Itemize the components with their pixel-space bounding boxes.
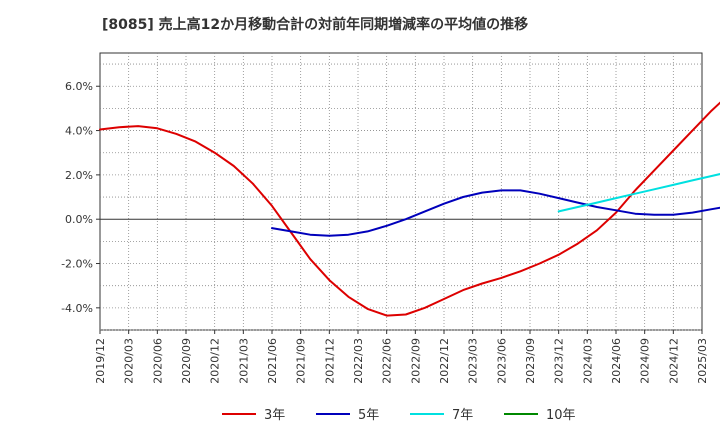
y-tick-label: 0.0% xyxy=(65,213,93,226)
legend-label-1: 3年 xyxy=(264,408,285,423)
chart-title: [8085] 売上高12か月移動合計の対前年同期増減率の平均値の推移 xyxy=(102,17,529,33)
grid-layer xyxy=(99,52,703,331)
series-line-3 xyxy=(557,173,720,213)
x-tick-label: 2023/03 xyxy=(467,338,480,384)
x-tick-label: 2022/12 xyxy=(438,338,451,384)
x-tick-label: 2020/12 xyxy=(209,338,222,384)
y-tick-label: 2.0% xyxy=(65,169,93,182)
x-tick-label: 2022/09 xyxy=(409,338,422,384)
x-tick-label: 2023/06 xyxy=(495,338,508,384)
y-tick-label: -2.0% xyxy=(61,258,93,271)
x-tick-label: 2019/12 xyxy=(94,338,107,384)
x-tick-label: 2024/09 xyxy=(639,338,652,384)
x-tick-label: 2020/09 xyxy=(180,338,193,384)
y-tick-label: 6.0% xyxy=(65,80,93,93)
x-tick-label: 2020/03 xyxy=(123,338,136,384)
x-tick-label: 2024/03 xyxy=(581,338,594,384)
legend-label-3: 7年 xyxy=(452,408,473,423)
x-tick-label: 2022/03 xyxy=(352,338,365,384)
legend-label-4: 10年 xyxy=(546,408,576,423)
y-tick-label: -4.0% xyxy=(61,302,93,315)
series-line-2 xyxy=(271,189,720,237)
x-tick-label: 2021/03 xyxy=(237,338,250,384)
y-tick-label: 4.0% xyxy=(65,125,93,138)
x-tick-label: 2021/06 xyxy=(266,338,279,384)
x-tick-label: 2020/06 xyxy=(151,338,164,384)
x-tick-label: 2021/12 xyxy=(323,338,336,384)
axis-layer: -4.0% -2.0% 0.0% 2.0% 4.0% 6.0% 2019/12 2020/03… xyxy=(61,80,709,383)
x-tick-label: 2024/06 xyxy=(610,338,623,384)
legend-layer: 3年 5年 7年 10年 xyxy=(222,408,576,423)
series-layer xyxy=(99,101,720,317)
x-tick-label: 2022/06 xyxy=(381,338,394,384)
x-tick-label: 2025/03 xyxy=(696,338,709,384)
x-tick-label: 2021/09 xyxy=(295,338,308,384)
x-tick-label: 2023/09 xyxy=(524,338,537,384)
legend-label-2: 5年 xyxy=(358,408,379,423)
plot-frame xyxy=(99,52,703,331)
x-tick-label: 2024/12 xyxy=(667,338,680,384)
x-tick-label: 2023/12 xyxy=(553,338,566,384)
series-line-1 xyxy=(99,101,720,317)
